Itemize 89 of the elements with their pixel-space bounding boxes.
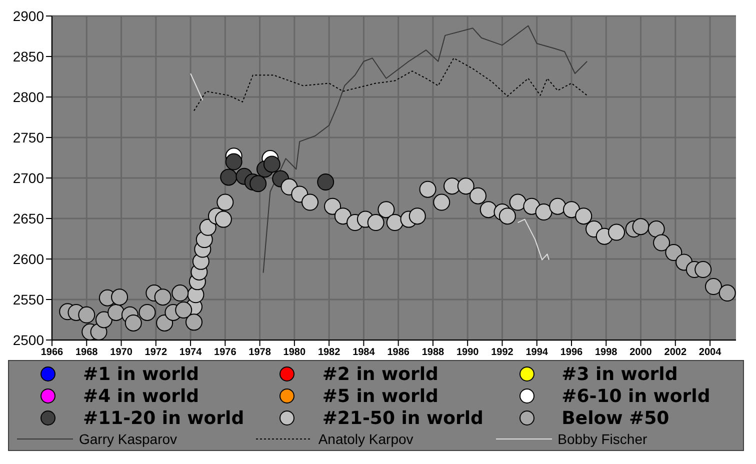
y-tick-label: 2900 <box>12 8 44 24</box>
point <box>172 284 189 302</box>
point <box>694 261 712 278</box>
x-tick-label: 1980 <box>283 347 306 358</box>
point <box>444 178 461 195</box>
point <box>704 278 722 296</box>
x-tick-label: 1966 <box>40 347 64 358</box>
point <box>378 201 395 218</box>
x-tick-label: 1970 <box>110 347 133 358</box>
legend-label: #11-20 in world <box>83 408 244 428</box>
point <box>549 198 566 215</box>
y-tick-label: 2850 <box>12 48 44 64</box>
point <box>498 208 516 225</box>
legend-label: #3 in world <box>562 364 678 384</box>
point <box>334 208 352 225</box>
legend-label: Anatoly Karpov <box>318 430 414 446</box>
y-tick-label: 2650 <box>12 210 44 226</box>
legend-label: #21-50 in world <box>322 408 484 428</box>
point <box>95 311 112 328</box>
point <box>386 214 404 232</box>
point <box>457 178 474 195</box>
point <box>433 194 450 211</box>
point <box>480 201 497 218</box>
point <box>509 194 526 211</box>
point <box>317 174 334 191</box>
point <box>214 210 232 228</box>
point <box>324 198 342 215</box>
legend-label: Garry Kasparov <box>79 430 178 446</box>
y-tick-label: 2700 <box>12 170 44 186</box>
point <box>608 224 626 241</box>
point <box>535 204 552 221</box>
point <box>250 175 267 192</box>
legend-label: #4 in world <box>83 386 200 406</box>
point <box>111 288 128 306</box>
legend-label: #1 in world <box>83 364 200 384</box>
point <box>185 314 202 331</box>
x-tick-label: 2004 <box>698 347 722 358</box>
y-tick-label: 2550 <box>12 291 44 308</box>
point <box>225 153 242 170</box>
point <box>302 194 319 211</box>
point <box>718 284 736 302</box>
y-tick-label: 2500 <box>12 332 44 348</box>
point <box>263 156 280 173</box>
line-series <box>193 58 588 112</box>
x-tick-label: 1992 <box>491 347 514 358</box>
x-tick-label: 1984 <box>352 347 376 358</box>
y-tick-label: 2600 <box>12 250 44 267</box>
point <box>199 218 216 236</box>
point <box>138 304 156 321</box>
legend-label: #5 in world <box>322 386 438 406</box>
point <box>367 214 384 232</box>
point <box>575 208 592 225</box>
point <box>220 168 238 186</box>
x-tick-label: 1968 <box>76 347 98 358</box>
x-tick-label: 1982 <box>318 347 341 358</box>
point <box>108 304 125 321</box>
point <box>648 220 665 238</box>
x-tick-label: 1990 <box>456 347 480 358</box>
line-series <box>262 25 588 274</box>
x-tick-label: 1988 <box>422 347 445 358</box>
point <box>469 187 486 204</box>
x-tick-label: 1974 <box>179 347 202 358</box>
x-tick-label: 2002 <box>664 347 687 358</box>
point <box>665 244 682 262</box>
legend-label: #2 in world <box>322 364 438 384</box>
x-tick-label: 1972 <box>144 347 168 358</box>
y-tick-label: 2800 <box>12 88 44 105</box>
point <box>216 194 234 211</box>
x-tick-label: 1998 <box>595 347 618 358</box>
y-tick-label: 2750 <box>12 129 44 146</box>
point <box>78 306 96 324</box>
point <box>632 218 650 236</box>
point <box>419 180 436 198</box>
x-tick-label: 1976 <box>214 347 237 358</box>
point <box>653 234 670 252</box>
legend-label: Below #50 <box>562 408 670 428</box>
point <box>156 314 174 332</box>
x-tick-label: 1986 <box>387 347 410 358</box>
x-tick-label: 1996 <box>560 347 584 358</box>
point <box>408 208 426 225</box>
point <box>175 302 192 319</box>
point <box>154 288 172 306</box>
legend-label: #6-10 in world <box>562 386 710 406</box>
point <box>124 314 142 332</box>
x-tick-label: 1978 <box>248 347 272 358</box>
point <box>562 201 580 218</box>
legend-label: Bobby Fischer <box>558 430 648 446</box>
x-tick-label: 2000 <box>630 347 652 358</box>
x-tick-label: 1994 <box>526 347 548 358</box>
